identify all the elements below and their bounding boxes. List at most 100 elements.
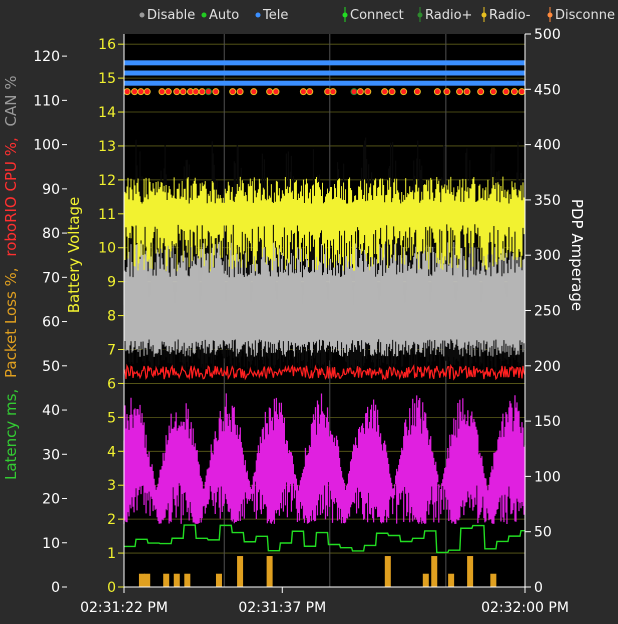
battery-axis-tick-label: 3 [107,478,116,494]
event-dot [477,88,485,96]
battery-axis-label: Battery Voltage [65,197,83,314]
event-dot [433,88,441,96]
packet-loss-bar [173,573,180,587]
event-dot [173,88,181,96]
battery-axis-tick-label: 1 [107,546,116,562]
left-axis-label-cpu: roboRIO CPU %, [2,137,20,256]
battery-axis-tick-label: 15 [98,71,116,87]
legend-event-label: Connect [350,8,404,23]
legend-mode-swatch [255,12,261,18]
packet-loss-bar [184,573,191,587]
left-axis-tick-label: 0 [51,580,60,596]
right-axis-tick-label: 50 [534,525,552,541]
left-axis-tick-label: 40 [42,403,60,419]
right-axis-tick-label: 350 [534,193,561,209]
packet-loss-bar [467,556,474,587]
left-axis-tick-label: 100 [33,138,60,154]
battery-axis-tick-label: 2 [107,512,116,528]
event-dot [131,88,139,96]
right-axis-tick-label: 250 [534,304,561,320]
packet-loss-bar [215,573,222,587]
event-dot [356,88,364,96]
event-dot [164,88,172,96]
battery-axis-tick-label: 0 [107,580,116,596]
series-latency [124,524,525,554]
legend-mode-label: Tele [262,8,288,23]
battery-axis-tick-label: 7 [107,343,116,359]
battery-axis-tick-label: 4 [107,444,116,460]
event-dot [250,88,258,96]
axes: 0102030405060708090100110120012345678910… [33,27,569,616]
event-dot [400,88,408,96]
event-dot [329,88,337,96]
event-dot [143,88,151,96]
right-axis-tick-label: 450 [534,82,561,98]
event-dot [443,88,451,96]
x-axis-tick-label: 02:31:22 PM [80,600,168,616]
right-axis-tick-label: 0 [534,580,543,596]
event-dot [502,88,510,96]
event-dot [123,88,131,96]
x-axis-tick-label: 02:31:37 PM [238,600,326,616]
event-dot [381,88,389,96]
legend-mode-swatch [139,12,145,18]
battery-axis-tick-label: 5 [107,410,116,426]
right-axis-tick-label: 300 [534,248,561,264]
left-axis-tick-label: 20 [42,492,60,508]
event-dot [518,88,526,96]
legend-event-swatch [417,12,423,18]
event-dot [272,88,280,96]
packet-loss-bar [431,556,438,587]
event-dot [192,88,200,96]
battery-axis-tick-label: 10 [98,241,116,257]
mode-bar-tele [124,70,525,76]
packet-loss-bar [384,556,391,587]
event-dot [266,88,274,96]
left-axis-tick-label: 60 [42,315,60,331]
left-axis-tick-label: 90 [42,182,60,198]
left-axis-tick-label: 30 [42,447,60,463]
event-dot [350,88,358,96]
series-layer [123,60,526,587]
battery-axis-tick-label: 8 [107,309,116,325]
right-axis-tick-label: 150 [534,414,561,430]
packet-loss-bar [144,573,151,587]
packet-loss-bar [266,556,273,587]
right-axis-tick-label: 100 [534,469,561,485]
event-dot [137,88,145,96]
battery-axis-tick-label: 11 [98,207,116,223]
legend-mode-label: Disable [147,8,195,23]
right-axis-tick-label: 500 [534,27,561,43]
battery-axis-tick-label: 16 [98,37,116,53]
packet-loss-bar [422,573,429,587]
event-dot [306,88,314,96]
battery-axis-tick-label: 13 [98,139,116,155]
event-dot [212,88,220,96]
packet-loss-bar [490,573,497,587]
event-dot [158,88,166,96]
event-dot [413,88,421,96]
left-axis-tick-label: 50 [42,359,60,375]
packet-loss-bar [448,573,455,587]
battery-axis-tick-label: 14 [98,105,116,121]
series-roborio-cpu [123,363,526,381]
right-axis-tick-label: 400 [534,138,561,154]
legend-mode-label: Auto [209,8,239,23]
legend-mode-swatch [201,12,207,18]
packet-loss-bar [163,573,170,587]
event-dot [198,88,206,96]
event-dot [236,88,244,96]
mode-bar-tele [124,80,525,86]
event-dot [364,88,372,96]
legend-event-label: Radio- [489,8,531,23]
packet-loss-bar [237,556,244,587]
legend: Disable Auto Tele Connect Radio+ Radio- Discon… [139,7,615,23]
event-dot [229,88,237,96]
event-dot [510,88,518,96]
left-axis-label-packet-loss: Packet Loss %, [2,267,20,378]
event-dot [299,88,307,96]
left-axis-tick-label: 110 [33,93,60,109]
event-dot [489,88,497,96]
packet-loss-bar [138,573,145,587]
